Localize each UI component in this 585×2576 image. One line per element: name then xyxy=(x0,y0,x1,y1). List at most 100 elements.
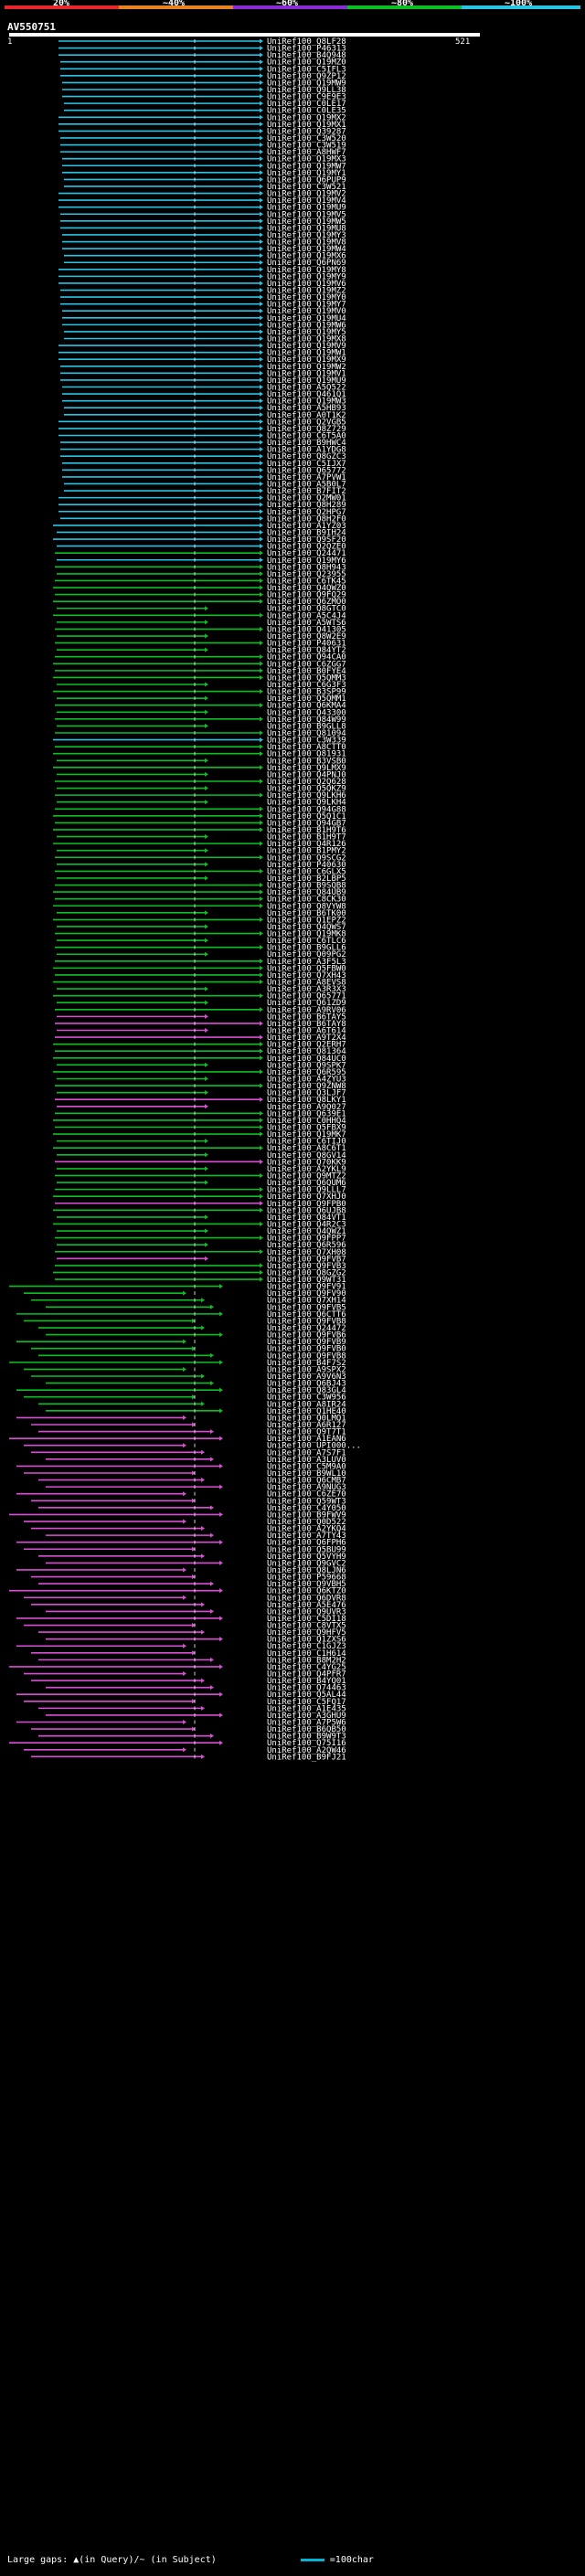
hit-label[interactable]: UniRef100_B6TK00 xyxy=(267,909,346,918)
hit-label[interactable]: UniRef100_B9GLL8 xyxy=(267,722,346,731)
hit-label[interactable]: UniRef100_Q9FVB3 xyxy=(267,1262,346,1271)
hit-label[interactable]: UniRef100_A7P5W6 xyxy=(267,1719,346,1728)
hit-label[interactable]: UniRef100_A9RV06 xyxy=(267,1006,346,1015)
hit-label[interactable]: UniRef100_Q19MY6 xyxy=(267,557,346,566)
hit-label[interactable]: UniRef100_B7FIT2 xyxy=(267,487,346,496)
hit-label[interactable]: UniRef100_A1E435 xyxy=(267,1704,346,1713)
hit-label[interactable]: UniRef100_C8CK30 xyxy=(267,896,346,905)
hit-label[interactable]: UniRef100_A5C4J4 xyxy=(267,611,346,620)
hit-label[interactable]: UniRef100_Q39287 xyxy=(267,127,346,136)
hit-label[interactable]: UniRef100_Q19MW4 xyxy=(267,245,346,254)
hit-label[interactable]: UniRef100_Q6R596 xyxy=(267,1241,346,1250)
hit-label[interactable]: UniRef100_Q9MTZ2 xyxy=(267,1171,346,1181)
hit-label[interactable]: UniRef100_C5DI18 xyxy=(267,1615,346,1624)
hit-label[interactable]: UniRef100_Q4PFR7 xyxy=(267,1670,346,1680)
hit-label[interactable]: UniRef100_B6QB50 xyxy=(267,1725,346,1734)
hit-label[interactable]: UniRef100_Q6ZMO0 xyxy=(267,598,346,607)
hit-label[interactable]: UniRef100_Q19MX6 xyxy=(267,252,346,261)
hit-label[interactable]: UniRef100_Q5FBX9 xyxy=(267,1123,346,1132)
hit-label[interactable]: UniRef100_Q19MW3 xyxy=(267,398,346,407)
hit-label[interactable]: UniRef100_Q9FVB9 xyxy=(267,1338,346,1347)
hit-label[interactable]: UniRef100_Q19MV1 xyxy=(267,369,346,378)
hit-label[interactable]: UniRef100_Q461Q1 xyxy=(267,390,346,399)
hit-label[interactable]: UniRef100_Q9FVB7 xyxy=(267,1255,346,1264)
hit-label[interactable]: UniRef100_Q639E1 xyxy=(267,1109,346,1118)
hit-label[interactable]: UniRef100_A9T2X4 xyxy=(267,1034,346,1043)
hit-label[interactable]: UniRef100_Q1HE40 xyxy=(267,1407,346,1416)
hit-label[interactable]: UniRef100_Q6KMA4 xyxy=(267,702,346,711)
hit-label[interactable]: UniRef100_A7S7F1 xyxy=(267,1448,346,1458)
hit-label[interactable]: UniRef100_Q9GVC2 xyxy=(267,1559,346,1568)
hit-label[interactable]: UniRef100_Q19MZ2 xyxy=(267,287,346,296)
hit-label[interactable]: UniRef100_C3W956 xyxy=(267,1394,346,1403)
hit-label[interactable]: UniRef100_Q19MY9 xyxy=(267,272,346,281)
hit-label[interactable]: UniRef100_A7PVW1 xyxy=(267,473,346,482)
hit-label[interactable]: UniRef100_Q9FVB8 xyxy=(267,1352,346,1361)
hit-label[interactable]: UniRef100_Q9SF20 xyxy=(267,535,346,545)
hit-label[interactable]: UniRef100_Q19MX2 xyxy=(267,113,346,122)
hit-label[interactable]: UniRef100_Q8H2F0 xyxy=(267,514,346,524)
hit-label[interactable]: UniRef100_Q7XH43 xyxy=(267,971,346,981)
hit-label[interactable]: UniRef100_C9E9E3 xyxy=(267,93,346,102)
hit-label[interactable]: UniRef100_Q9FVB0 xyxy=(267,1345,346,1354)
hit-label[interactable]: UniRef100_A9V6N3 xyxy=(267,1373,346,1382)
hit-label[interactable]: UniRef100_UPI000... xyxy=(267,1442,361,1451)
hit-label[interactable]: UniRef100_Q6PUP9 xyxy=(267,175,346,185)
hit-label[interactable]: UniRef100_Q5VYH9 xyxy=(267,1553,346,1562)
hit-label[interactable]: UniRef100_Q8H943 xyxy=(267,563,346,572)
hit-label[interactable]: UniRef100_B4F7S2 xyxy=(267,1359,346,1368)
hit-label[interactable]: UniRef100_Q8VYW8 xyxy=(267,902,346,911)
hit-label[interactable]: UniRef100_Q19MK7 xyxy=(267,1130,346,1140)
hit-label[interactable]: UniRef100_Q84W99 xyxy=(267,716,346,725)
hit-label[interactable]: UniRef100_Q19MK8 xyxy=(267,930,346,939)
hit-label[interactable]: UniRef100_A5HB93 xyxy=(267,404,346,413)
hit-label[interactable]: UniRef100_A2QW46 xyxy=(267,1746,346,1755)
hit-label[interactable]: UniRef100_Q19MV0 xyxy=(267,307,346,316)
hit-label[interactable]: UniRef100_Q19MY8 xyxy=(267,266,346,275)
hit-label[interactable]: UniRef100_Q2HPG7 xyxy=(267,508,346,517)
hit-label[interactable]: UniRef100_C1H614 xyxy=(267,1649,346,1659)
hit-label[interactable]: UniRef100_B9FWV9 xyxy=(267,1511,346,1520)
hit-label[interactable]: UniRef100_B6TAY8 xyxy=(267,1020,346,1029)
hit-label[interactable]: UniRef100_C4YG25 xyxy=(267,1663,346,1672)
hit-label[interactable]: UniRef100_B1PMY2 xyxy=(267,847,346,856)
hit-label[interactable]: UniRef100_A0T1K2 xyxy=(267,411,346,420)
hit-label[interactable]: UniRef100_Q65771 xyxy=(267,992,346,1002)
hit-label[interactable]: UniRef100_A5B0L7 xyxy=(267,480,346,489)
hit-label[interactable]: UniRef100_Q4QWS7 xyxy=(267,923,346,932)
hit-label[interactable]: UniRef100_Q9SCG2 xyxy=(267,853,346,863)
hit-label[interactable]: UniRef100_C8VTX5 xyxy=(267,1622,346,1631)
hit-label[interactable]: UniRef100_Q8Z729 xyxy=(267,425,346,434)
hit-label[interactable]: UniRef100_Q7XH14 xyxy=(267,1297,346,1306)
hit-label[interactable]: UniRef100_Q19MZ0 xyxy=(267,58,346,68)
hit-label[interactable]: UniRef100_Q5BU99 xyxy=(267,1545,346,1554)
hit-label[interactable]: UniRef100_Q6QUM6 xyxy=(267,1179,346,1188)
hit-label[interactable]: UniRef100_B3SP99 xyxy=(267,688,346,697)
hit-label[interactable]: UniRef100_A2YKQ4 xyxy=(267,1525,346,1534)
hit-label[interactable]: UniRef100_C5IFL3 xyxy=(267,65,346,74)
hit-label[interactable]: UniRef100_Q19MY5 xyxy=(267,328,346,337)
hit-label[interactable]: UniRef100_A5E476 xyxy=(267,1601,346,1610)
hit-label[interactable]: UniRef100_Q7XH08 xyxy=(267,1248,346,1257)
hit-label[interactable]: UniRef100_Q19MY0 xyxy=(267,293,346,302)
hit-label[interactable]: UniRef100_A1YDG8 xyxy=(267,446,346,455)
hit-label[interactable]: UniRef100_A9NUG3 xyxy=(267,1483,346,1492)
hit-label[interactable]: UniRef100_B0FYE4 xyxy=(267,667,346,676)
hit-label[interactable]: UniRef100_Q7XHJ0 xyxy=(267,1193,346,1202)
hit-label[interactable]: UniRef100_Q5Q1C1 xyxy=(267,812,346,822)
hit-label[interactable]: UniRef100_A8HWF7 xyxy=(267,148,346,157)
hit-label[interactable]: UniRef100_Q19MV6 xyxy=(267,280,346,289)
hit-label[interactable]: UniRef100_C5M9A0 xyxy=(267,1462,346,1471)
hit-label[interactable]: UniRef100_A9SPX2 xyxy=(267,1365,346,1374)
hit-label[interactable]: UniRef100_Q0LMQ1 xyxy=(267,1414,346,1423)
hit-label[interactable]: UniRef100_Q1EPZ2 xyxy=(267,916,346,925)
hit-label[interactable]: UniRef100_Q83GL4 xyxy=(267,1386,346,1395)
hit-label[interactable]: UniRef100_Q19MY1 xyxy=(267,169,346,178)
hit-label[interactable]: UniRef100_B9HWC4 xyxy=(267,439,346,448)
hit-label[interactable]: UniRef100_Q84UB9 xyxy=(267,888,346,897)
hit-label[interactable]: UniRef100_P59668 xyxy=(267,1574,346,1583)
hit-label[interactable]: UniRef100_Q6PN69 xyxy=(267,259,346,268)
hit-label[interactable]: UniRef100_Q9LL38 xyxy=(267,86,346,95)
hit-label[interactable]: UniRef100_B2LBP5 xyxy=(267,875,346,884)
hit-label[interactable]: UniRef100_Q9SPK7 xyxy=(267,1061,346,1070)
